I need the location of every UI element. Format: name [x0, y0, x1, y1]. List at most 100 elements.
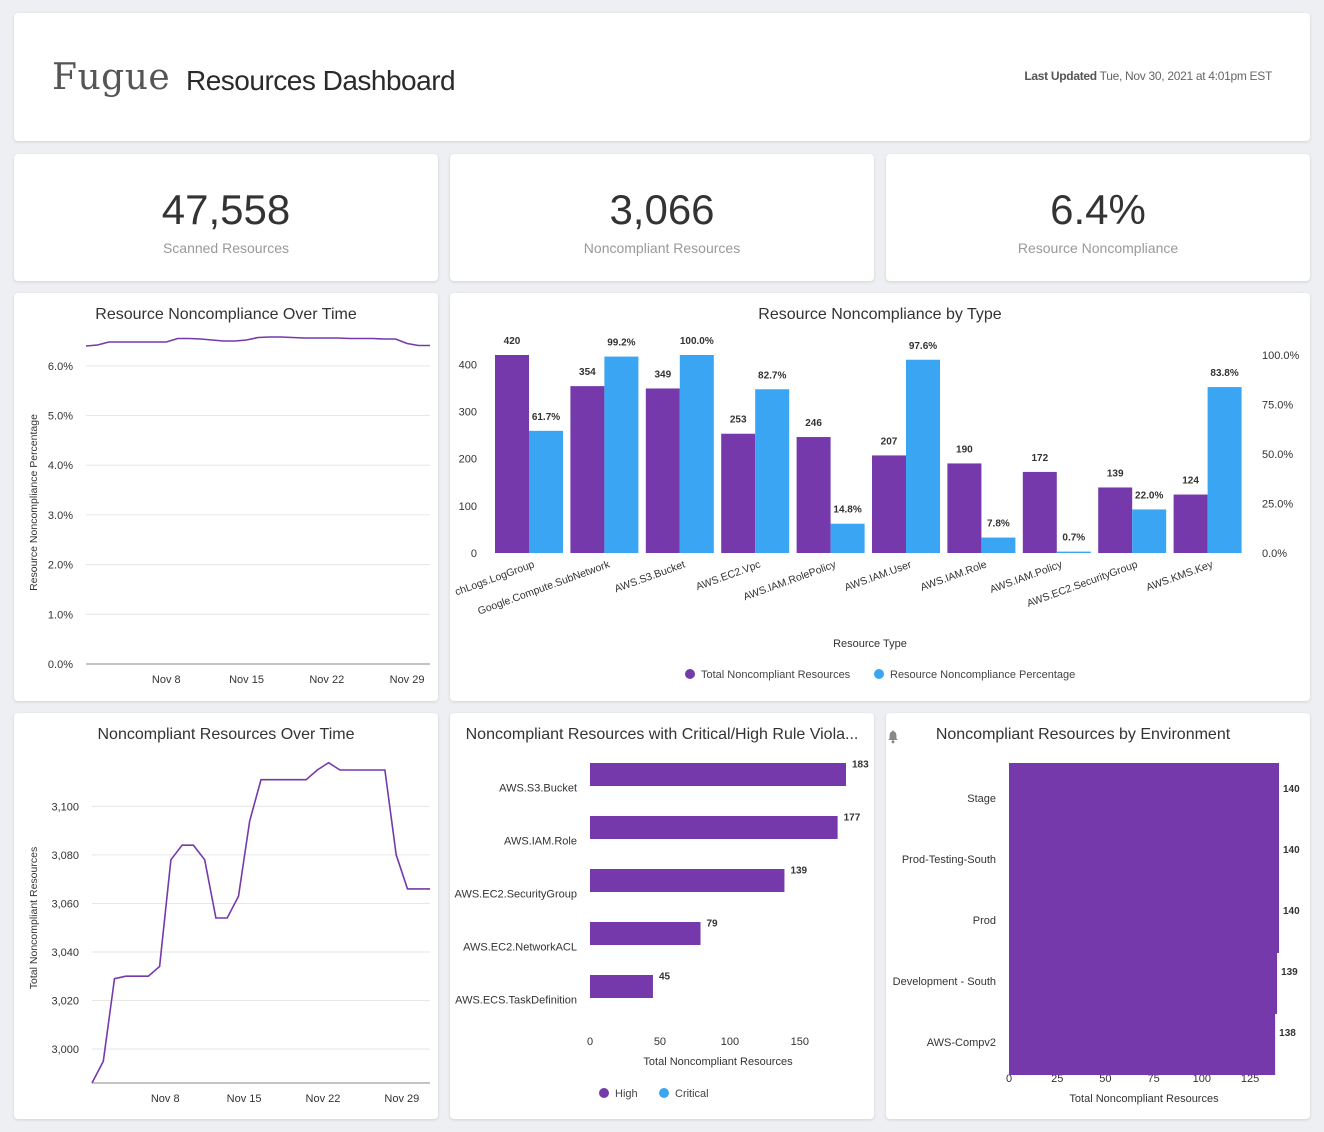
- x-axis-label: Total Noncompliant Resources: [643, 1056, 793, 1068]
- kpi-label: Noncompliant Resources: [583, 240, 741, 256]
- x-tick-label: Nov 8: [152, 674, 181, 686]
- bar-percentage-label: 61.7%: [532, 412, 560, 423]
- more-vert-icon[interactable]: [886, 729, 900, 745]
- kpi-scanned-card[interactable]: 47,558 Scanned Resources: [14, 154, 438, 281]
- y-axis-label: Resource Noncompliance Percentage: [28, 414, 40, 591]
- y-tick-label: 3.0%: [48, 510, 73, 522]
- x-tick-label: 0: [587, 1036, 593, 1048]
- bar-percentage: [1207, 387, 1242, 553]
- series-line: [85, 336, 430, 347]
- bar-percentage-label: 7.8%: [987, 519, 1010, 530]
- count-over-time-card[interactable]: Noncompliant Resources Over Time 3,000 3,…: [14, 713, 438, 1119]
- y-left-tick-label: 100: [459, 501, 477, 513]
- legend-dot-critical: [659, 1088, 669, 1098]
- legend-dot-percentage: [874, 669, 884, 679]
- x-tick-label: Google.Compute.SubNetwork: [476, 558, 612, 617]
- bar-value-label: 139: [790, 866, 807, 877]
- bar-percentage: [981, 537, 1016, 553]
- bar-percentage: [1056, 551, 1091, 553]
- header-card: Fugue Resources Dashboard Last Updated T…: [14, 13, 1310, 141]
- x-tick-label: AWS.S3.Bucket: [613, 559, 687, 596]
- y-left-tick-label: 300: [459, 407, 477, 419]
- bar: [590, 816, 838, 839]
- bar-percentage-label: 82.7%: [758, 370, 786, 381]
- x-tick-label: Nov 15: [227, 1093, 262, 1105]
- y-tick-label: 4.0%: [48, 460, 73, 472]
- category-label: Prod-Testing-South: [902, 854, 996, 866]
- kpi-value: 3,066: [609, 186, 715, 233]
- fugue-logo[interactable]: Fugue: [52, 57, 171, 98]
- bar-total-label: 246: [805, 418, 822, 429]
- x-tick-label: 50: [1099, 1073, 1111, 1085]
- category-label: Stage: [967, 793, 996, 805]
- pct-over-time-card[interactable]: Resource Noncompliance Over Time 0.0% 1.0…: [14, 293, 438, 701]
- bar-total-label: 253: [730, 415, 747, 426]
- x-axis-label: Total Noncompliant Resources: [1069, 1093, 1219, 1105]
- last-updated: Last Updated Tue, Nov 30, 2021 at 4:01pm…: [1024, 69, 1272, 83]
- category-label: Prod: [973, 915, 996, 927]
- y-right-tick-label: 50.0%: [1262, 449, 1293, 461]
- bar-value-label: 139: [1281, 967, 1298, 978]
- bar-percentage-label: 83.8%: [1210, 368, 1238, 379]
- crit-high-card[interactable]: Noncompliant Resources with Critical/Hig…: [450, 713, 874, 1119]
- bar-total: [570, 386, 605, 553]
- category-label: AWS.EC2.NetworkACL: [463, 942, 577, 954]
- bar: [1009, 824, 1279, 892]
- y-tick-label: 1.0%: [48, 609, 73, 621]
- bar: [1009, 763, 1279, 831]
- bar-total: [645, 388, 680, 553]
- x-tick-label: Nov 22: [306, 1093, 341, 1105]
- bar-percentage: [679, 355, 714, 553]
- y-left-tick-label: 400: [459, 359, 477, 371]
- bar-total: [1173, 494, 1208, 553]
- y-right-tick-label: 75.0%: [1262, 400, 1293, 412]
- bar-total: [495, 355, 529, 553]
- x-tick-label: 125: [1241, 1073, 1259, 1085]
- legend-label-high: High: [615, 1088, 638, 1100]
- y-right-tick-label: 25.0%: [1262, 499, 1293, 511]
- bar-percentage-label: 0.7%: [1062, 533, 1085, 544]
- bar-percentage: [604, 356, 639, 553]
- by-type-chart[interactable]: 0 100 200 300 400 0.0% 25.0% 50.0% 75.0% 100.0% 42…: [450, 293, 1310, 701]
- bar-total-label: 139: [1107, 468, 1124, 479]
- kpi-noncompliance-card[interactable]: 6.4% Resource Noncompliance: [886, 154, 1310, 281]
- y-axis-label: Total Noncompliant Resources: [28, 847, 40, 989]
- x-tick-label: AWS.IAM.User: [843, 558, 914, 593]
- bar-total: [1098, 487, 1133, 553]
- x-tick-label: 150: [791, 1036, 809, 1048]
- count-over-time-chart[interactable]: 3,000 3,020 3,040 3,060 3,080 3,100 Nov 8 Nov 1…: [14, 713, 438, 1119]
- bar-percentage-label: 22.0%: [1135, 490, 1163, 501]
- bar: [590, 763, 846, 786]
- bar-value-label: 79: [707, 919, 719, 930]
- bar-value-label: 183: [852, 760, 869, 771]
- kpi-label: Resource Noncompliance: [1017, 240, 1179, 256]
- kpi-value: 47,558: [161, 186, 291, 233]
- bar-total: [947, 463, 982, 553]
- crit-high-chart[interactable]: 0 50 100 150 183 AWS.S3.Bucket 177 AWS.IAM.Role…: [450, 713, 874, 1119]
- kpi-noncompliant-card[interactable]: 3,066 Noncompliant Resources: [450, 154, 874, 281]
- bar-total: [721, 433, 756, 553]
- legend-label-percentage: Resource Noncompliance Percentage: [890, 669, 1075, 681]
- bar-percentage-label: 97.6%: [909, 341, 937, 352]
- pct-over-time-chart[interactable]: 0.0% 1.0% 2.0% 3.0% 4.0% 5.0% 6.0% Nov 8 Nov 15 N…: [14, 293, 438, 701]
- last-updated-value: Tue, Nov 30, 2021 at 4:01pm EST: [1099, 69, 1273, 83]
- bar-total: [872, 455, 906, 553]
- series-line: [91, 761, 430, 1084]
- category-label: AWS.IAM.Role: [504, 836, 577, 848]
- legend-dot-total: [685, 669, 695, 679]
- category-label: AWS.ECS.TaskDefinition: [455, 995, 577, 1007]
- bar-total-label: 349: [654, 369, 671, 380]
- by-type-card[interactable]: Resource Noncompliance by Type 0 100 200 30…: [450, 293, 1310, 701]
- x-tick-label: 50: [654, 1036, 666, 1048]
- x-tick-label: 100: [1193, 1073, 1211, 1085]
- category-label: Development - South: [893, 976, 996, 988]
- bar-value-label: 140: [1283, 784, 1300, 795]
- x-tick-label: 75: [1148, 1073, 1160, 1085]
- bar-percentage-label: 14.8%: [833, 505, 861, 516]
- bar-percentage-label: 100.0%: [680, 336, 714, 347]
- by-env-chart[interactable]: 0 25 50 75 100 125 140 Stage 140 Prod-Testing-Sou…: [886, 713, 1310, 1119]
- kpi-value: 6.4%: [1050, 186, 1146, 233]
- bar: [590, 869, 785, 892]
- bar-total-label: 420: [504, 336, 521, 347]
